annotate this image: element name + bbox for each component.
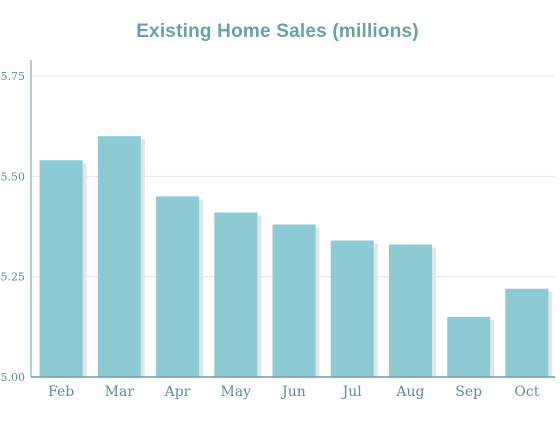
y-tick-label-5.50: 5.50	[1, 170, 26, 183]
chart-title: Existing Home Sales (millions)	[136, 21, 419, 42]
x-tick-label-feb: Feb	[48, 384, 74, 400]
labels: 5.00 5.25 5.50 5.75 Feb Mar Apr May Jun Jul Aug Sep…	[1, 70, 540, 400]
bar-oct	[505, 288, 549, 377]
y-tick-label-5.00: 5.00	[1, 371, 26, 384]
bar-feb	[39, 160, 83, 377]
x-tick-label-oct: Oct	[514, 384, 539, 400]
x-tick-label-jul: Jul	[341, 384, 363, 400]
bar-jul	[330, 240, 374, 377]
bar-jun	[272, 224, 316, 377]
x-tick-label-jun: Jun	[280, 384, 306, 400]
y-tick-label-5.75: 5.75	[1, 70, 26, 83]
bars	[39, 136, 553, 377]
bar-may	[214, 212, 258, 377]
bar-apr	[156, 196, 200, 377]
x-tick-label-apr: Apr	[164, 384, 191, 400]
bar-mar	[97, 136, 141, 377]
axes	[30, 60, 555, 378]
bar-aug	[388, 244, 432, 377]
x-tick-label-may: May	[220, 384, 251, 400]
x-tick-label-mar: Mar	[105, 384, 135, 400]
x-tick-label-sep: Sep	[455, 384, 482, 400]
y-tick-label-5.25: 5.25	[1, 271, 26, 284]
bar-sep	[447, 316, 491, 377]
x-tick-label-aug: Aug	[395, 384, 424, 400]
